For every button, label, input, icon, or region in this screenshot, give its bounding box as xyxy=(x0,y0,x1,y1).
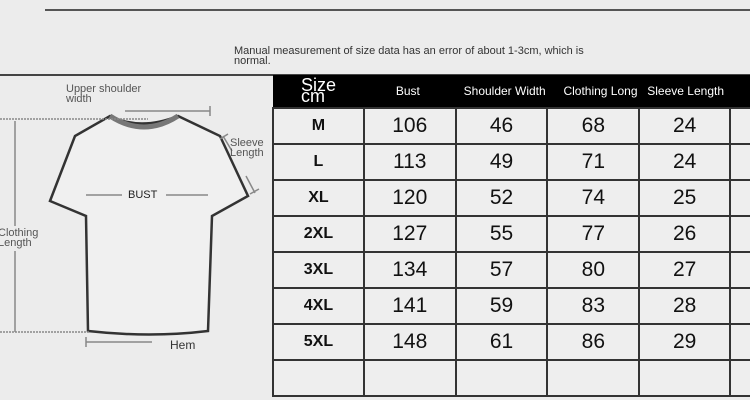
value-cell: 141 xyxy=(362,287,457,325)
value-cell: 46 xyxy=(454,107,549,145)
header-blank xyxy=(730,75,750,108)
measurement-note: Manual measurement of size data has an e… xyxy=(234,45,584,67)
table-row: 4XL 141 59 83 28 xyxy=(272,287,750,325)
blank-cell xyxy=(729,251,750,289)
value-cell: 127 xyxy=(362,215,457,253)
size-cell: 5XL xyxy=(272,323,365,361)
value-cell: 77 xyxy=(546,215,641,253)
header-shoulder: Shoulder Width xyxy=(455,75,548,108)
hem-label: Hem xyxy=(170,338,196,352)
table-header-row: Size cm Bust Shoulder Width Clothing Lon… xyxy=(273,75,750,108)
upper-shoulder-label: Upper shoulder width xyxy=(66,83,142,105)
size-cell: 3XL xyxy=(272,251,365,289)
header-bust: Bust xyxy=(363,75,456,108)
value-cell: 26 xyxy=(638,215,732,253)
bust-label: BUST xyxy=(128,189,158,201)
value-cell: 49 xyxy=(454,143,549,181)
tshirt-diagram xyxy=(0,106,260,347)
top-divider xyxy=(45,9,750,11)
value-cell: 59 xyxy=(454,287,549,325)
table-row: 2XL 127 55 77 26 xyxy=(272,215,750,253)
header-sleeve: Sleeve Length xyxy=(639,75,731,108)
table-row: M 106 46 68 24 xyxy=(272,107,750,145)
blank-cell xyxy=(729,107,750,145)
value-cell: 55 xyxy=(454,215,549,253)
header-size: Size cm xyxy=(273,75,364,108)
size-cell: XL xyxy=(272,179,365,217)
value-cell: 61 xyxy=(454,323,549,361)
header-clothing-long: Clothing Long xyxy=(547,75,640,108)
value-cell: 28 xyxy=(638,287,732,325)
value-cell: 29 xyxy=(638,323,732,361)
value-cell: 71 xyxy=(546,143,641,181)
value-cell: 134 xyxy=(362,251,457,289)
value-cell: 57 xyxy=(454,251,549,289)
value-cell: 86 xyxy=(546,323,641,361)
blank-cell xyxy=(729,287,750,325)
size-table: Size cm Bust Shoulder Width Clothing Lon… xyxy=(272,75,750,397)
table-row: 3XL 134 57 80 27 xyxy=(272,251,750,289)
size-cell: 4XL xyxy=(272,287,365,325)
size-cell: M xyxy=(272,107,365,145)
blank-cell xyxy=(729,215,750,253)
value-cell: 25 xyxy=(638,179,732,217)
size-cell: 2XL xyxy=(272,215,365,253)
value-cell: 74 xyxy=(546,179,641,217)
value-cell: 113 xyxy=(362,143,457,181)
value-cell: 52 xyxy=(454,179,549,217)
clothing-length-label: Clothing Length xyxy=(0,227,39,249)
table-row-empty xyxy=(272,359,750,397)
blank-cell xyxy=(729,179,750,217)
size-cell: L xyxy=(272,143,365,181)
table-row: L 113 49 71 24 xyxy=(272,143,750,181)
value-cell: 24 xyxy=(638,107,732,145)
sleeve-length-label: Sleeve Length xyxy=(230,137,264,159)
value-cell: 27 xyxy=(638,251,732,289)
value-cell: 148 xyxy=(362,323,457,361)
value-cell: 24 xyxy=(638,143,732,181)
value-cell: 120 xyxy=(362,179,457,217)
value-cell: 80 xyxy=(546,251,641,289)
value-cell: 106 xyxy=(362,107,457,145)
value-cell: 68 xyxy=(546,107,641,145)
blank-cell xyxy=(729,143,750,181)
table-row: XL 120 52 74 25 xyxy=(272,179,750,217)
table-row: 5XL 148 61 86 29 xyxy=(272,323,750,361)
blank-cell xyxy=(729,323,750,361)
value-cell: 83 xyxy=(546,287,641,325)
